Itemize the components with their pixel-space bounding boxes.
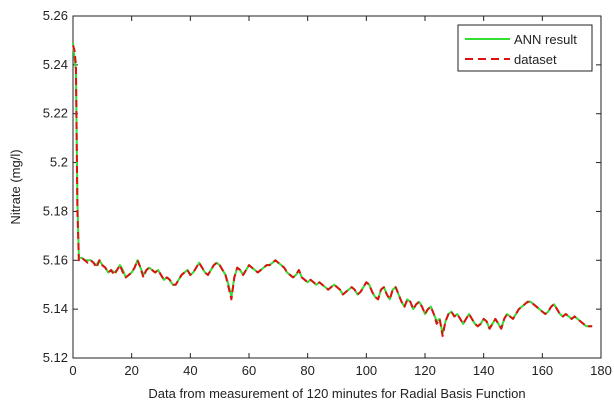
legend-label-ann-result: ANN result <box>514 32 577 47</box>
x-tick-label: 160 <box>531 363 553 378</box>
y-axis-label: Nitrate (mg/l) <box>8 149 23 224</box>
y-tick-label: 5.12 <box>43 350 68 365</box>
x-tick-label: 140 <box>473 363 495 378</box>
x-tick-label: 120 <box>414 363 436 378</box>
y-tick-label: 5.22 <box>43 106 68 121</box>
y-tick-label: 5.16 <box>43 252 68 267</box>
x-tick-label: 20 <box>124 363 138 378</box>
plot-area <box>72 15 602 359</box>
series-layer <box>72 42 593 338</box>
y-tick-label: 5.18 <box>43 203 68 218</box>
x-tick-label: 180 <box>590 363 612 378</box>
y-tick-label: 5.26 <box>43 8 68 23</box>
legend: ANN result dataset <box>457 24 593 72</box>
y-tick-label: 5.14 <box>43 301 68 316</box>
x-tick-label: 40 <box>183 363 197 378</box>
x-tick-label: 0 <box>69 363 76 378</box>
x-axis-label: Data from measurement of 120 minutes for… <box>148 386 525 401</box>
series-line-dataset <box>72 45 593 338</box>
x-tick-label: 100 <box>355 363 377 378</box>
x-tick-label: 80 <box>300 363 314 378</box>
y-tick-label: 5.24 <box>43 57 68 72</box>
legend-label-dataset: dataset <box>514 52 557 67</box>
x-tick-label: 60 <box>242 363 256 378</box>
axis-ticks: 0 20 40 60 80 100 120 140 160 180 5.12 5.14 5.16 5.18… <box>43 8 612 378</box>
y-tick-label: 5.2 <box>50 155 68 170</box>
legend-box <box>457 24 593 72</box>
